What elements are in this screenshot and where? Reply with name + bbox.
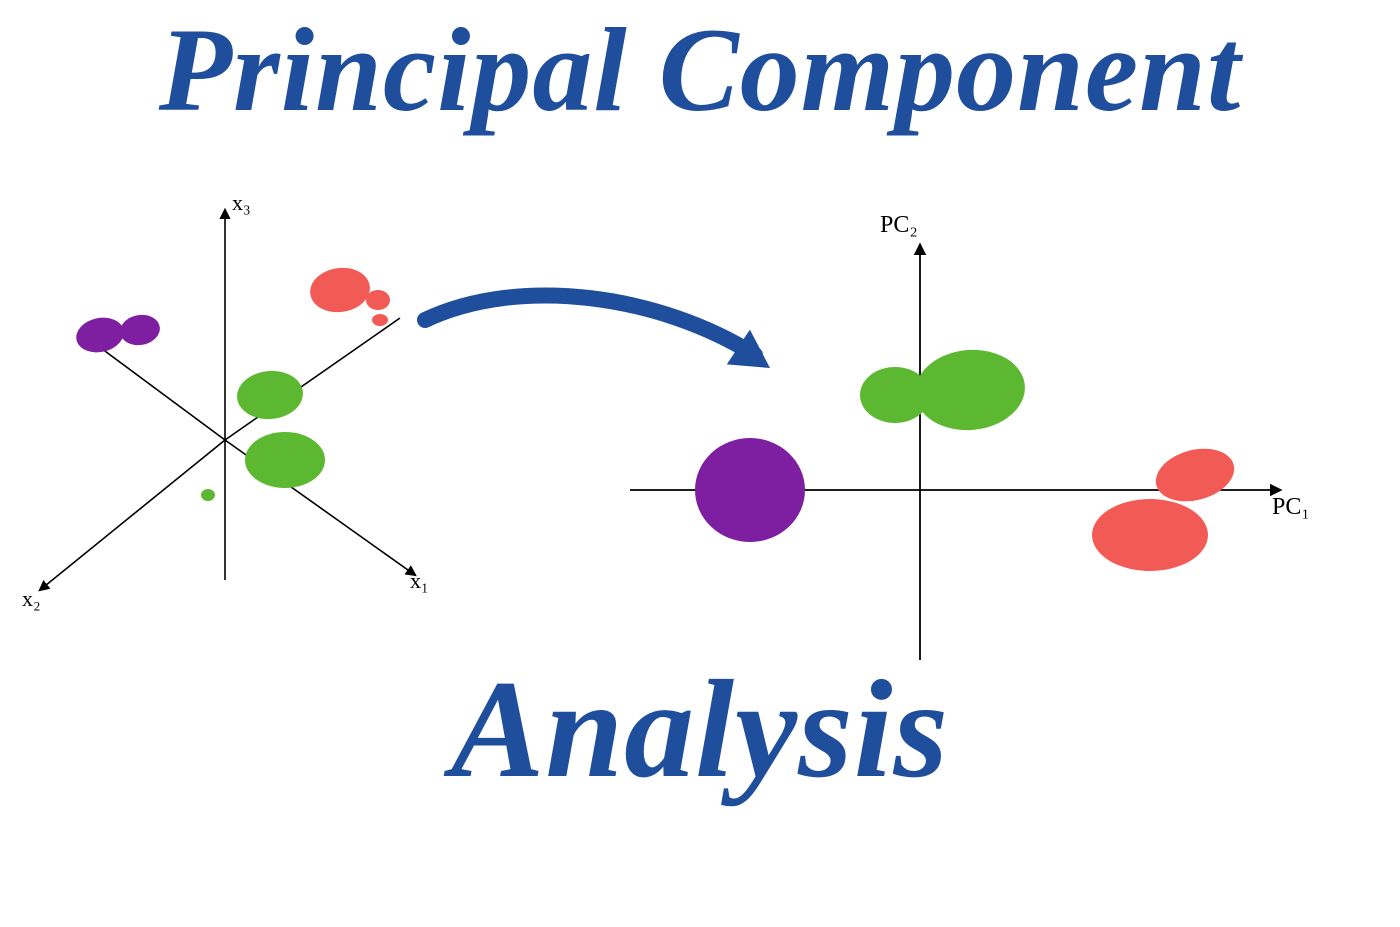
axis-label-x1: x₁ [410, 568, 429, 594]
right-2d-clusters [695, 345, 1240, 571]
left-3d-axes [40, 210, 415, 590]
transform-arrow [425, 295, 770, 368]
axis-label-pc2: PC₂ [880, 212, 918, 239]
axis-label-pc1: PC₁ [1272, 494, 1310, 521]
diagram-svg [0, 0, 1400, 927]
axis-label-x2: x₂ [22, 586, 41, 612]
diagram-stage: Principal Component Analysis x₁ x₂ x₃ PC… [0, 0, 1400, 927]
left-3d-clusters [73, 264, 390, 501]
axis-label-x3: x₃ [232, 190, 251, 216]
